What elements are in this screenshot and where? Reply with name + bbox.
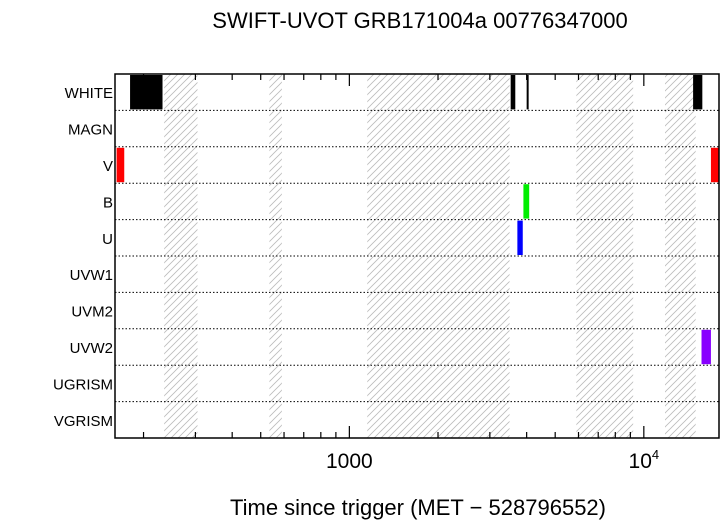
x-ticks <box>142 74 645 438</box>
x-tick-label: 104 <box>629 447 660 473</box>
row-label: VGRISM <box>54 413 113 430</box>
row-label: UVW2 <box>70 340 113 357</box>
hatched-interval <box>164 74 198 438</box>
row-label: MAGN <box>68 122 113 139</box>
x-tick-labels: 1000 104 <box>326 447 659 473</box>
row-labels: WHITE MAGN V B U UVW1 UVM2 UVW2 UGRISM VGRISM <box>53 85 113 430</box>
exposure-bar <box>526 75 529 110</box>
row-label: UVW1 <box>70 267 113 284</box>
row-label: B <box>103 194 113 211</box>
hatched-interval <box>664 74 696 438</box>
exposure-bar <box>701 329 711 365</box>
exposure-bar <box>523 184 530 219</box>
row-separators <box>115 109 719 403</box>
plot-frame <box>114 73 720 439</box>
row-label: V <box>103 158 113 175</box>
x-axis-label: Time since trigger (MET − 528796552) <box>230 495 606 520</box>
row-label: U <box>102 231 113 248</box>
exposure-bar <box>517 220 523 255</box>
exposure-bar <box>693 75 703 110</box>
row-label: UVM2 <box>71 304 113 321</box>
row-label: UGRISM <box>53 376 113 393</box>
exposure-bar <box>130 75 163 110</box>
exposure-bar <box>116 147 125 183</box>
exposure-bars <box>116 75 719 365</box>
exposure-bar <box>510 75 516 110</box>
exposure-bar <box>710 147 719 183</box>
hatched-interval <box>269 74 282 438</box>
chart-title: SWIFT-UVOT GRB171004a 00776347000 <box>212 8 627 33</box>
x-tick-label: 1000 <box>326 450 373 473</box>
row-label: WHITE <box>65 85 113 102</box>
